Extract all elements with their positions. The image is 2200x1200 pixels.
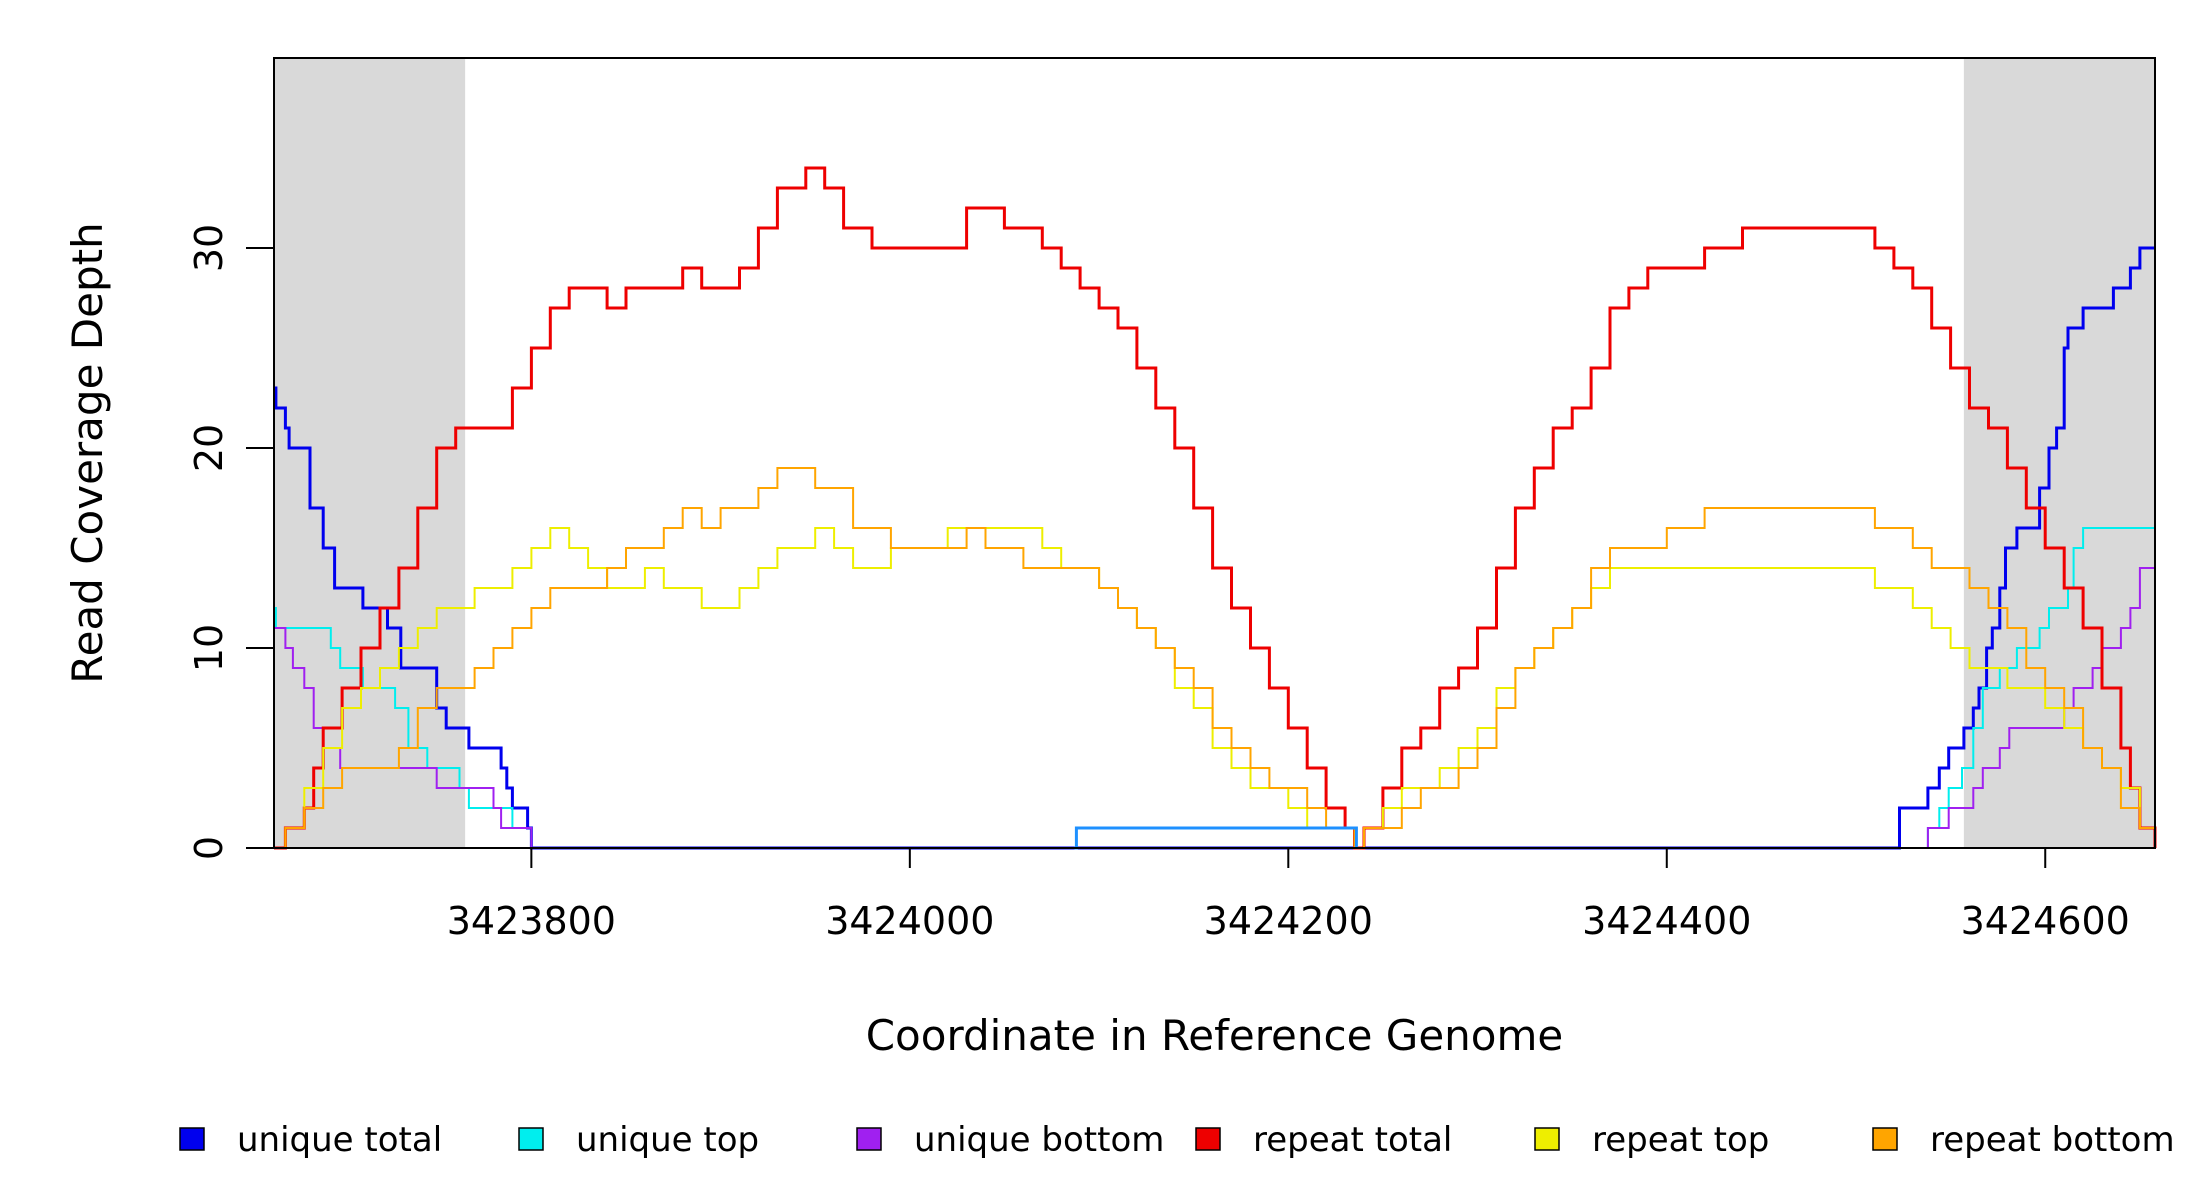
legend-swatch	[856, 1127, 882, 1151]
x-axis-title: Coordinate in Reference Genome	[866, 1011, 1564, 1060]
legend-item: repeat bottom	[1872, 1120, 2175, 1160]
legend-item: repeat top	[1534, 1120, 1769, 1160]
y-axis: 0 10 20 30	[187, 224, 274, 860]
series-line-1	[274, 527, 2155, 849]
y-tick-label: 20	[187, 424, 231, 472]
x-tick-label: 3424600	[1961, 899, 2130, 943]
legend-swatch	[1534, 1127, 1560, 1151]
y-tick-label: 10	[187, 624, 231, 672]
series-lines	[274, 166, 2157, 850]
legend-label: repeat total	[1253, 1120, 1452, 1160]
y-axis-title: Read Coverage Depth	[63, 222, 112, 683]
series-line-3	[274, 166, 2157, 850]
legend-label: unique total	[237, 1120, 442, 1160]
series-line-2	[274, 567, 2155, 849]
series-line-6	[1074, 826, 1358, 850]
shaded-region-0	[274, 58, 466, 848]
legend-label: repeat bottom	[1930, 1120, 2175, 1160]
legend-swatch	[179, 1127, 205, 1151]
x-axis: 3423800 3424000 3424200 3424400 3424600	[447, 848, 2130, 943]
legend-item: repeat total	[1195, 1120, 1452, 1160]
y-tick-label: 0	[187, 836, 231, 860]
x-tick-label: 3423800	[447, 899, 616, 943]
legend-item: unique top	[518, 1120, 759, 1160]
legend: unique total unique top unique bottom repea…	[179, 1120, 2175, 1160]
series-line-4	[274, 527, 2156, 849]
series-line-5	[274, 467, 2156, 849]
shaded-regions	[274, 58, 2155, 848]
legend-item: unique total	[179, 1120, 442, 1160]
shaded-region-1	[1963, 58, 2155, 848]
legend-item: unique bottom	[856, 1120, 1164, 1160]
x-tick-label: 3424000	[825, 899, 994, 943]
x-tick-label: 3424200	[1204, 899, 1373, 943]
x-tick-label: 3424400	[1582, 899, 1751, 943]
legend-label: repeat top	[1592, 1120, 1769, 1160]
legend-swatch	[1195, 1127, 1221, 1151]
plot-frame	[273, 57, 2156, 849]
y-tick-label: 30	[187, 224, 231, 272]
legend-swatch	[1872, 1127, 1898, 1151]
series-line-0	[274, 246, 2155, 850]
legend-label: unique bottom	[914, 1120, 1164, 1160]
legend-label: unique top	[576, 1120, 759, 1160]
legend-swatch	[518, 1127, 544, 1151]
